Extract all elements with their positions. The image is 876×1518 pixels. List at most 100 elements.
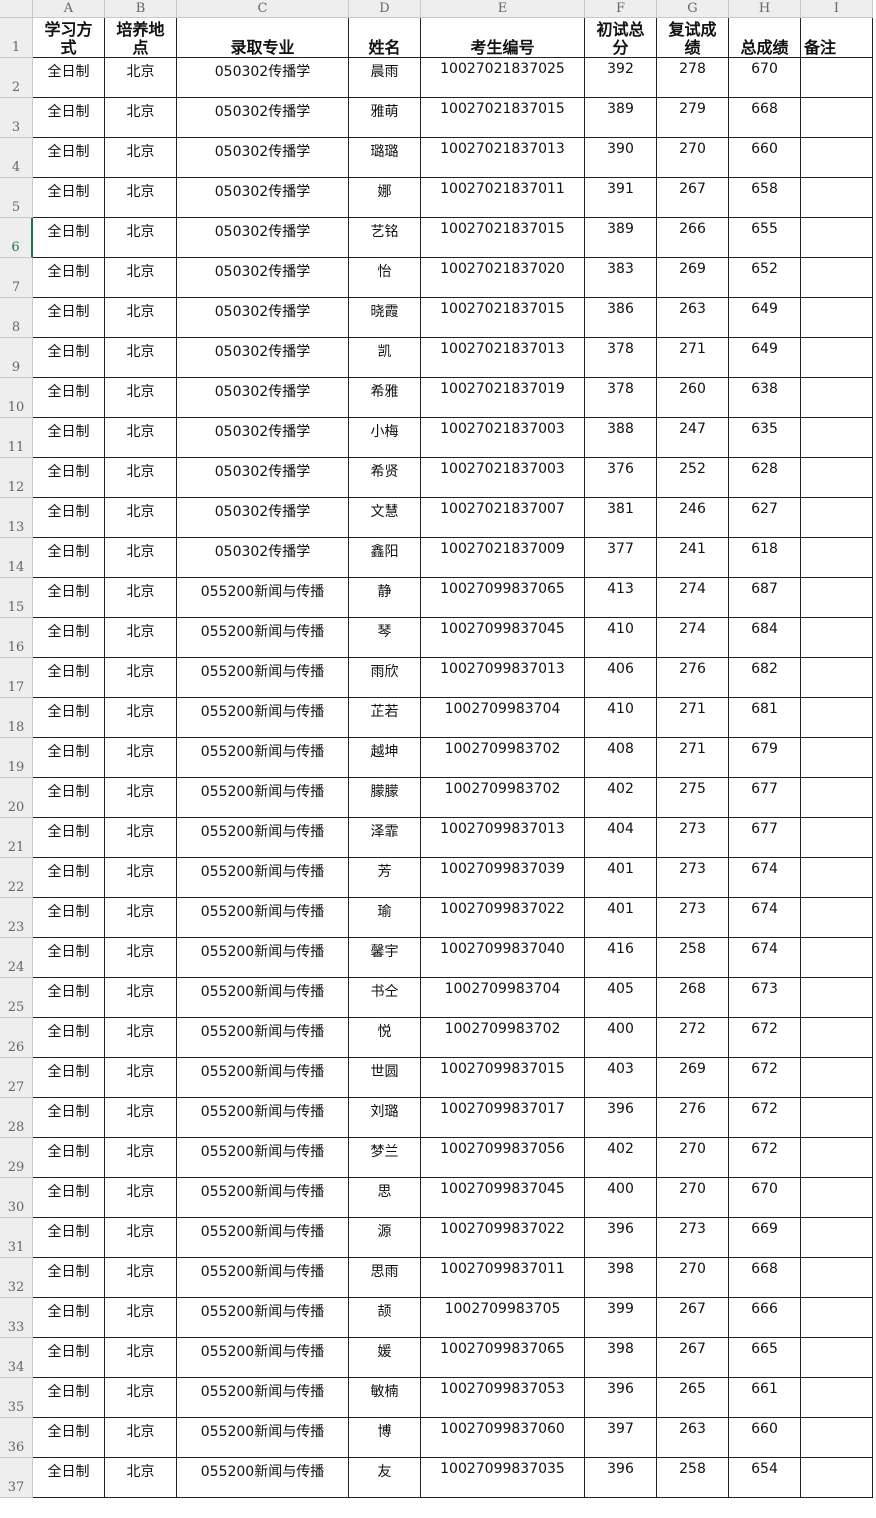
cell: 10027021837025 [421, 58, 585, 98]
cell: 655 [729, 218, 801, 258]
cell: 055200新闻与传播 [177, 1338, 349, 1378]
cell: 403 [585, 1058, 657, 1098]
cell: 674 [729, 938, 801, 978]
cell: 270 [657, 1258, 729, 1298]
empty-cell [801, 1378, 873, 1418]
cell: 271 [657, 338, 729, 378]
cell: 378 [585, 378, 657, 418]
cell: 北京 [105, 378, 177, 418]
row-number: 27 [0, 1058, 33, 1098]
empty-cell [801, 818, 873, 858]
empty-cell [801, 1138, 873, 1178]
cell: 668 [729, 98, 801, 138]
header-cell: 录取专业 [177, 18, 349, 58]
cell: 1002709983704 [421, 978, 585, 1018]
cell: 272 [657, 1018, 729, 1058]
cell: 618 [729, 538, 801, 578]
cell: 全日制 [33, 178, 105, 218]
cell: 055200新闻与传播 [177, 1218, 349, 1258]
cell: 401 [585, 858, 657, 898]
cell: 晓霞 [349, 298, 421, 338]
cell: 392 [585, 58, 657, 98]
cell: 416 [585, 938, 657, 978]
cell: 269 [657, 258, 729, 298]
empty-cell [801, 578, 873, 618]
cell: 247 [657, 418, 729, 458]
cell: 北京 [105, 258, 177, 298]
cell: 书仝 [349, 978, 421, 1018]
row-number: 1 [0, 18, 33, 58]
cell: 677 [729, 778, 801, 818]
cell: 383 [585, 258, 657, 298]
cell: 全日制 [33, 738, 105, 778]
cell: 全日制 [33, 1098, 105, 1138]
cell: 666 [729, 1298, 801, 1338]
cell: 055200新闻与传播 [177, 778, 349, 818]
cell: 全日制 [33, 1458, 105, 1498]
cell: 055200新闻与传播 [177, 738, 349, 778]
cell: 654 [729, 1458, 801, 1498]
cell: 全日制 [33, 458, 105, 498]
cell: 10027099837065 [421, 578, 585, 618]
row-number: 10 [0, 378, 33, 418]
empty-cell [801, 618, 873, 658]
cell: 050302传播学 [177, 538, 349, 578]
cell: 世圆 [349, 1058, 421, 1098]
cell: 397 [585, 1418, 657, 1458]
cell: 413 [585, 578, 657, 618]
cell: 649 [729, 338, 801, 378]
empty-cell [801, 338, 873, 378]
cell: 055200新闻与传播 [177, 618, 349, 658]
row-number: 34 [0, 1338, 33, 1378]
row-number: 7 [0, 258, 33, 298]
cell: 10027099837065 [421, 1338, 585, 1378]
cell: 璐璐 [349, 138, 421, 178]
header-cell: 培养地点 [105, 18, 177, 58]
cell: 全日制 [33, 218, 105, 258]
row-number: 25 [0, 978, 33, 1018]
cell: 10027099837039 [421, 858, 585, 898]
cell: 10027021837015 [421, 98, 585, 138]
cell: 北京 [105, 138, 177, 178]
cell: 396 [585, 1458, 657, 1498]
cell: 全日制 [33, 1218, 105, 1258]
cell: 北京 [105, 1418, 177, 1458]
row-number: 4 [0, 138, 33, 178]
empty-cell [801, 58, 873, 98]
cell: 673 [729, 978, 801, 1018]
cell: 263 [657, 1418, 729, 1458]
cell: 10027021837020 [421, 258, 585, 298]
cell: 10027099837045 [421, 1178, 585, 1218]
cell: 050302传播学 [177, 498, 349, 538]
cell: 684 [729, 618, 801, 658]
cell: 10027021837013 [421, 138, 585, 178]
cell: 410 [585, 698, 657, 738]
cell: 全日制 [33, 818, 105, 858]
cell: 401 [585, 898, 657, 938]
empty-cell [801, 538, 873, 578]
empty-cell [801, 658, 873, 698]
cell: 260 [657, 378, 729, 418]
empty-cell [801, 898, 873, 938]
cell: 271 [657, 698, 729, 738]
cell: 全日制 [33, 618, 105, 658]
empty-cell [801, 178, 873, 218]
empty-cell [801, 98, 873, 138]
cell: 050302传播学 [177, 458, 349, 498]
row-number: 35 [0, 1378, 33, 1418]
cell: 258 [657, 938, 729, 978]
cell: 263 [657, 298, 729, 338]
cell: 北京 [105, 1458, 177, 1498]
cell: 全日制 [33, 58, 105, 98]
cell: 652 [729, 258, 801, 298]
cell: 398 [585, 1258, 657, 1298]
cell: 390 [585, 138, 657, 178]
cell: 全日制 [33, 1298, 105, 1338]
cell: 050302传播学 [177, 378, 349, 418]
cell: 全日制 [33, 98, 105, 138]
cell: 270 [657, 1178, 729, 1218]
cell: 芷若 [349, 698, 421, 738]
cell: 北京 [105, 498, 177, 538]
cell: 北京 [105, 1378, 177, 1418]
cell: 055200新闻与传播 [177, 1018, 349, 1058]
